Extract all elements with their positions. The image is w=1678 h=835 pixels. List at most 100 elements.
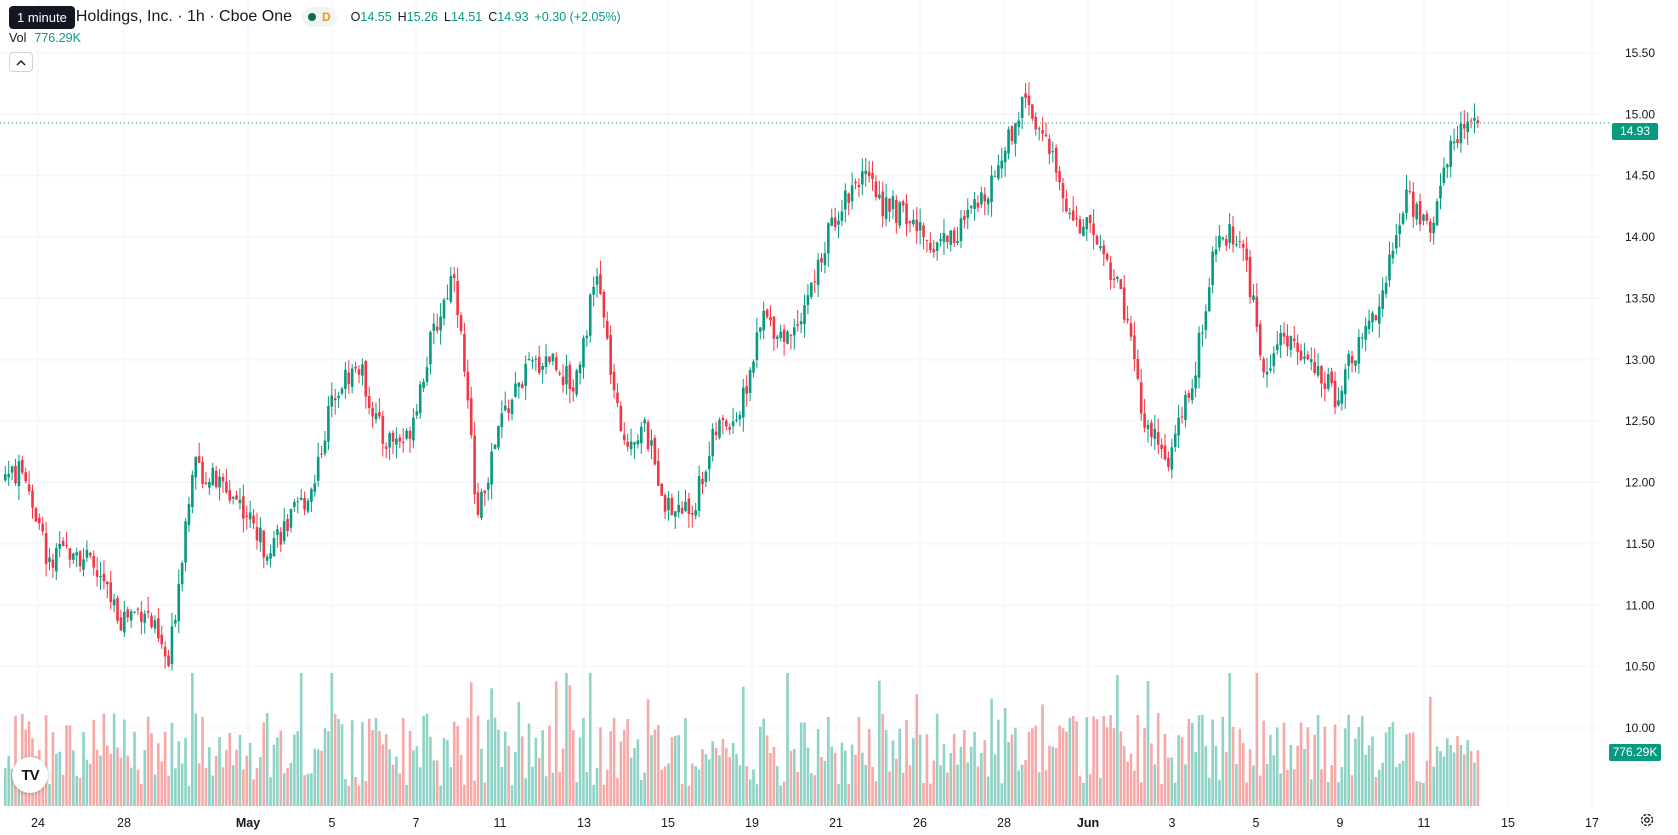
- candle-body: [772, 316, 776, 339]
- volume-bar: [303, 775, 306, 806]
- candle-body: [1163, 445, 1167, 460]
- volume-bar: [248, 742, 252, 806]
- x-axis-tick-label: 28: [997, 816, 1011, 830]
- candle-body: [129, 611, 133, 621]
- candle-body: [150, 615, 153, 627]
- volume-bar: [1248, 749, 1252, 806]
- candle-body: [915, 219, 919, 232]
- volume-bar: [1235, 764, 1238, 806]
- volume-bar: [4, 768, 7, 806]
- volume-bar: [626, 719, 629, 806]
- candle-body: [1190, 388, 1194, 401]
- volume-bar: [252, 779, 255, 806]
- candle-body: [153, 620, 157, 629]
- x-axis-tick-label: 28: [117, 816, 131, 830]
- volume-bar: [1391, 722, 1395, 806]
- volume-bar: [405, 784, 408, 806]
- candle-body: [789, 334, 793, 336]
- volume-bar: [1398, 763, 1401, 806]
- candle-body: [1296, 342, 1299, 352]
- volume-bar: [881, 714, 885, 806]
- volume-bar: [935, 713, 939, 806]
- volume-bar: [531, 766, 534, 806]
- volume-bar: [221, 767, 225, 806]
- volume-bar: [112, 713, 116, 806]
- candle-body: [1146, 424, 1150, 429]
- volume-bar: [102, 713, 106, 806]
- candle-body: [551, 353, 555, 362]
- candle-body: [228, 490, 232, 501]
- candle-body: [463, 333, 466, 372]
- candle-body: [827, 223, 830, 254]
- volume-bar: [966, 762, 970, 806]
- candle-body: [1245, 248, 1248, 261]
- candle-body: [503, 405, 507, 411]
- volume-bar: [242, 769, 245, 806]
- candle-body: [793, 327, 796, 336]
- tradingview-logo[interactable]: TV: [12, 757, 48, 793]
- candle-body: [1024, 93, 1027, 98]
- volume-bar: [493, 717, 497, 806]
- volume-bar: [1405, 734, 1408, 806]
- symbol-title[interactable]: Holdings, Inc. · 1h · Cboe One: [75, 8, 292, 25]
- candle-body: [1034, 116, 1038, 130]
- volume-bar: [483, 782, 487, 806]
- candle-body: [493, 444, 497, 449]
- volume-bar: [136, 769, 140, 806]
- candle-body: [622, 434, 626, 441]
- y-axis-tick-label: 13.50: [1625, 291, 1655, 305]
- candle-body: [878, 194, 881, 199]
- candle-body: [510, 399, 514, 415]
- candle-body: [38, 518, 41, 524]
- candle-body: [167, 655, 170, 666]
- volume-bar: [1112, 728, 1116, 806]
- candle-body: [14, 465, 17, 484]
- volume-bar: [320, 750, 323, 806]
- volume-bar: [238, 734, 242, 806]
- y-axis-tick-label: 12.50: [1625, 414, 1655, 428]
- volume-bar: [854, 754, 857, 806]
- x-axis-tick-label: May: [236, 816, 260, 830]
- candle-body: [1255, 296, 1259, 327]
- candle-body: [558, 372, 561, 375]
- volume-bar: [823, 760, 827, 806]
- candle-body: [578, 364, 582, 374]
- volume-bar: [861, 752, 864, 806]
- candle-body: [983, 194, 987, 202]
- candle-body: [956, 241, 959, 244]
- volume-bar: [718, 755, 721, 806]
- candle-body: [160, 634, 164, 645]
- volume-bar: [820, 756, 823, 806]
- volume-bar: [1010, 734, 1014, 806]
- candle-body: [1462, 124, 1466, 129]
- candle-body: [929, 242, 932, 251]
- volume-bar: [1449, 744, 1452, 806]
- volume-bar: [218, 736, 221, 806]
- volume-bar: [180, 763, 184, 806]
- candle-body: [786, 331, 789, 344]
- candle-body: [1306, 354, 1310, 360]
- candle-body: [626, 441, 629, 447]
- market-status-pill[interactable]: D: [301, 7, 337, 27]
- gear-icon[interactable]: [1639, 812, 1655, 828]
- candle-body: [1340, 390, 1344, 404]
- candle-body: [541, 365, 544, 370]
- candle-body: [745, 386, 749, 394]
- volume-bar: [1435, 746, 1439, 806]
- candle-body: [1398, 225, 1401, 235]
- volume-bar: [646, 699, 650, 806]
- volume-bar: [1224, 751, 1228, 806]
- volume-bar: [864, 764, 868, 806]
- collapse-legend-button[interactable]: [9, 52, 33, 72]
- candle-body: [1248, 257, 1252, 298]
- candle-body: [1316, 366, 1320, 376]
- candle-body: [330, 395, 334, 407]
- candle-body: [313, 483, 317, 492]
- candle-body: [374, 413, 378, 420]
- candle-body: [990, 175, 993, 203]
- volume-bar: [1367, 745, 1371, 806]
- volume-bar: [490, 688, 493, 806]
- volume-bar: [378, 730, 381, 806]
